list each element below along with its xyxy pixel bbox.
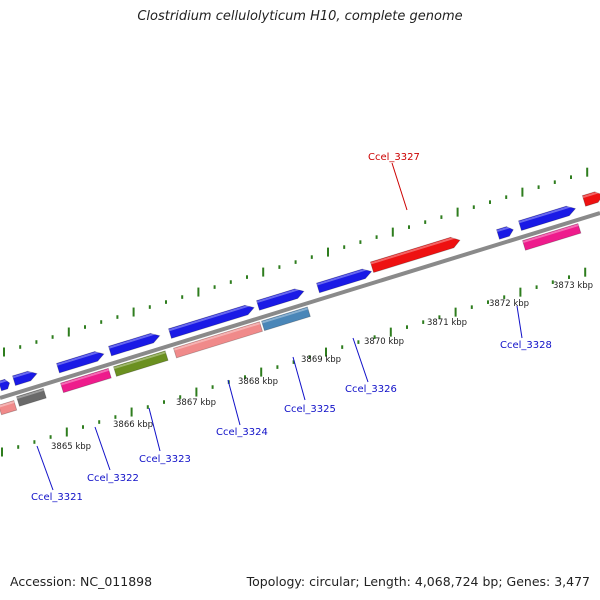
gene-feature-blue[interactable] (316, 267, 373, 294)
callout-line (352, 337, 369, 383)
kbp-label: 3866 kbp (113, 420, 153, 430)
genome-summary-text: Topology: circular; Length: 4,068,724 bp… (246, 574, 590, 589)
gene-feature-blue[interactable] (256, 287, 306, 311)
kbp-label: 3868 kbp (238, 377, 278, 387)
gene-label[interactable]: Ccel_3321 (31, 492, 83, 503)
callout-line (148, 407, 161, 452)
gene-label[interactable]: Ccel_3325 (284, 404, 336, 415)
gene-label[interactable]: Ccel_3327 (368, 152, 420, 163)
gene-feature-steel[interactable] (261, 306, 311, 332)
callout-line (227, 379, 241, 426)
gene-feature-grey[interactable] (16, 387, 47, 407)
gene-feature-blue[interactable] (168, 303, 256, 339)
inner-tick-ring (1, 267, 587, 457)
feature-track (0, 190, 600, 416)
kbp-label: 3867 kbp (176, 398, 216, 408)
callout-line (391, 162, 408, 211)
gene-label[interactable]: Ccel_3322 (87, 473, 139, 484)
kbp-label: 3870 kbp (364, 337, 404, 347)
gene-feature-pink[interactable] (60, 367, 112, 394)
gene-feature-salmon[interactable] (173, 321, 263, 359)
gene-feature-blue[interactable] (0, 378, 11, 392)
callout-line (36, 445, 54, 491)
gene-label[interactable]: Ccel_3328 (500, 340, 552, 351)
gene-feature-red[interactable] (369, 235, 461, 274)
gene-feature-pink[interactable] (522, 223, 582, 251)
kbp-label: 3872 kbp (489, 299, 529, 309)
kbp-label: 3865 kbp (51, 442, 91, 452)
gene-feature-blue[interactable] (108, 331, 162, 357)
callout-line (516, 305, 523, 339)
genome-backbone (0, 211, 600, 400)
kbp-label: 3871 kbp (427, 318, 467, 328)
gene-feature-olive[interactable] (113, 350, 169, 377)
gene-label[interactable]: Ccel_3324 (216, 427, 268, 438)
callout-line (292, 356, 306, 401)
gene-label[interactable]: Ccel_3326 (345, 384, 397, 395)
kbp-labels: 3865 kbp 3866 kbp 3867 kbp 3868 kbp 3869 kbp… (51, 281, 593, 452)
kbp-label: 3873 kbp (553, 281, 593, 291)
accession-text: Accession: NC_011898 (10, 574, 153, 589)
gene-feature-blue[interactable] (12, 369, 39, 386)
kbp-label: 3869 kbp (301, 355, 341, 365)
gene-feature-red[interactable] (581, 190, 600, 207)
gene-feature-blue[interactable] (518, 204, 577, 231)
gene-feature-blue[interactable] (56, 349, 106, 374)
map-title: Clostridium cellulolyticum H10, complete… (137, 9, 463, 24)
gene-feature-blue[interactable] (496, 225, 515, 240)
outer-tick-ring (3, 167, 589, 357)
gene-feature-salmon[interactable] (0, 400, 18, 416)
callout-line (94, 426, 111, 471)
gene-label[interactable]: Ccel_3323 (139, 454, 191, 465)
